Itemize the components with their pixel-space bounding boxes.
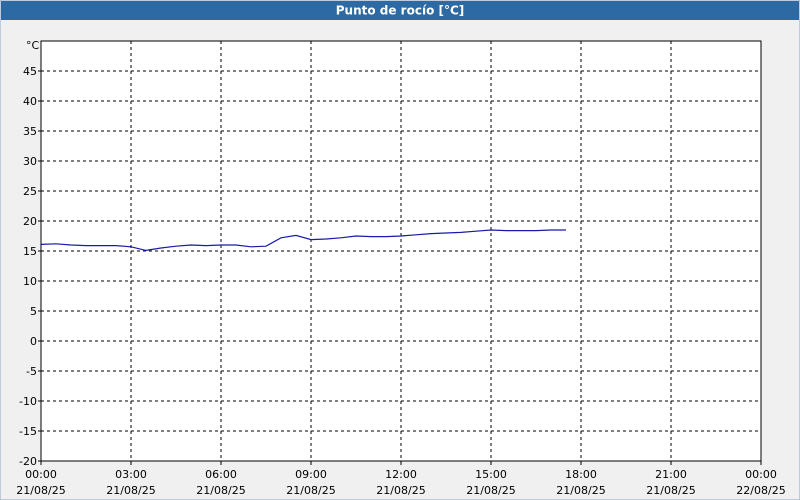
x-tick-date: 21/08/25: [16, 484, 65, 497]
y-tick-label: 15: [23, 245, 37, 258]
y-tick-label: 5: [30, 305, 37, 318]
plot-border: [40, 40, 762, 462]
x-tick-date: 22/08/25: [736, 484, 785, 497]
y-tick-label: 45: [23, 65, 37, 78]
x-tick-time: 15:00: [475, 468, 507, 481]
x-tick-date: 21/08/25: [106, 484, 155, 497]
x-tick-date: 21/08/25: [466, 484, 515, 497]
y-tick-label: 0: [30, 335, 37, 348]
y-tick-label: 25: [23, 185, 37, 198]
title-bar: [1, 1, 799, 20]
data-line: [40, 229, 566, 252]
chart-title: Punto de rocío [°C]: [336, 4, 465, 18]
y-tick-label: 10: [23, 275, 37, 288]
y-tick-label: 40: [23, 95, 37, 108]
x-tick-time: 00:00: [745, 468, 777, 481]
x-tick-time: 09:00: [295, 468, 327, 481]
y-tick-label: -15: [19, 425, 37, 438]
x-tick-time: 03:00: [115, 468, 147, 481]
x-tick-date: 21/08/25: [556, 484, 605, 497]
y-tick-label: 20: [23, 215, 37, 228]
x-tick-date: 21/08/25: [646, 484, 695, 497]
x-tick-time: 18:00: [565, 468, 597, 481]
y-tick-label: -5: [26, 365, 37, 378]
x-tick-date: 21/08/25: [376, 484, 425, 497]
y-tick-label: 35: [23, 125, 37, 138]
y-tick-label: -20: [19, 455, 37, 468]
x-tick-date: 21/08/25: [286, 484, 335, 497]
x-tick-time: 00:00: [25, 468, 57, 481]
y-tick-label: -10: [19, 395, 37, 408]
x-tick-date: 21/08/25: [196, 484, 245, 497]
x-tick-time: 12:00: [385, 468, 417, 481]
y-unit: °C: [26, 39, 40, 52]
y-tick-label: 30: [23, 155, 37, 168]
x-tick-time: 21:00: [655, 468, 687, 481]
x-tick-time: 06:00: [205, 468, 237, 481]
